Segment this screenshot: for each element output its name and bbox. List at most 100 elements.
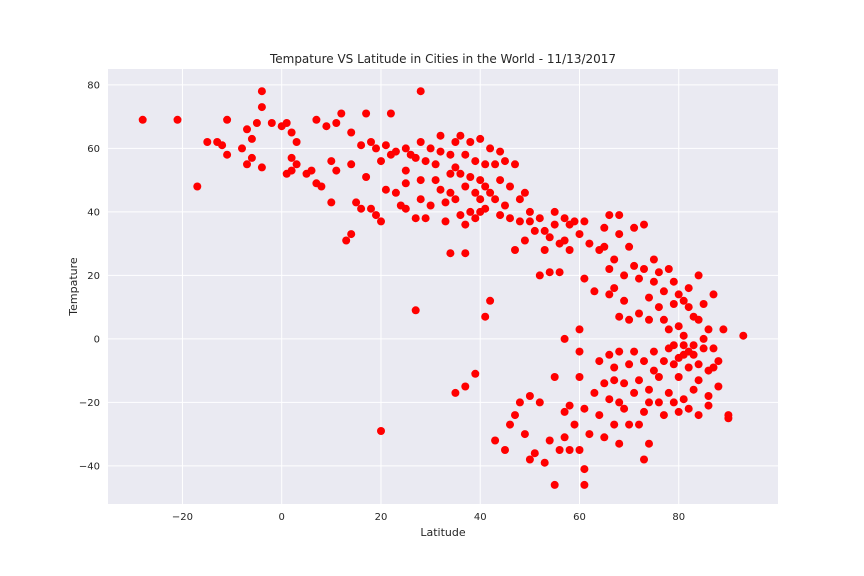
- data-point: [565, 446, 574, 454]
- data-point: [615, 439, 624, 448]
- data-point: [585, 430, 594, 439]
- data-point: [525, 392, 534, 400]
- data-point: [535, 214, 544, 223]
- data-point: [659, 315, 668, 324]
- data-point: [501, 446, 509, 454]
- data-point: [267, 119, 276, 127]
- data-point: [590, 287, 599, 296]
- data-point: [307, 166, 316, 175]
- y-tick-labels: −40 −20 0 20 40 60 80: [79, 80, 100, 472]
- data-points: [138, 87, 748, 489]
- data-point: [709, 290, 718, 299]
- data-point: [590, 388, 599, 397]
- data-point: [699, 300, 708, 308]
- data-point: [506, 420, 514, 429]
- data-point: [496, 176, 505, 185]
- data-point: [605, 350, 614, 359]
- data-point: [327, 157, 336, 166]
- data-point: [238, 144, 246, 153]
- y-axis-label: Tempature: [67, 257, 80, 317]
- data-point: [669, 300, 678, 308]
- data-point: [674, 373, 683, 381]
- data-point: [669, 398, 678, 407]
- data-point: [426, 201, 435, 210]
- data-point: [630, 261, 639, 270]
- data-point: [654, 303, 663, 312]
- data-point: [530, 226, 539, 235]
- data-point: [570, 217, 579, 226]
- data-point: [491, 436, 500, 445]
- data-point: [714, 382, 723, 391]
- data-point: [679, 331, 688, 340]
- data-point: [486, 144, 495, 153]
- data-point: [426, 144, 435, 153]
- data-point: [540, 226, 549, 235]
- data-point: [203, 138, 212, 146]
- data-point: [138, 115, 147, 124]
- data-point: [635, 376, 643, 385]
- data-point: [649, 277, 658, 286]
- data-point: [456, 211, 465, 220]
- x-tick-label: 0: [279, 512, 285, 523]
- data-point: [620, 271, 629, 280]
- data-point: [511, 411, 519, 420]
- data-point: [416, 138, 425, 146]
- data-point: [456, 169, 465, 178]
- data-point: [565, 246, 574, 254]
- data-point: [545, 436, 554, 445]
- data-point: [605, 211, 614, 220]
- data-point: [610, 363, 619, 372]
- data-point: [679, 296, 688, 305]
- data-point: [411, 306, 420, 315]
- data-point: [640, 220, 648, 229]
- data-point: [694, 315, 703, 324]
- data-point: [600, 223, 609, 232]
- data-point: [317, 182, 326, 191]
- data-point: [506, 182, 514, 191]
- data-point: [287, 128, 296, 137]
- data-point: [357, 141, 366, 150]
- data-point: [575, 347, 584, 356]
- data-point: [654, 373, 663, 381]
- data-point: [416, 176, 425, 185]
- data-point: [635, 274, 643, 283]
- data-point: [575, 446, 584, 454]
- data-point: [545, 268, 554, 277]
- data-point: [362, 173, 371, 181]
- data-point: [679, 341, 688, 350]
- data-point: [704, 392, 713, 400]
- x-axis-label: Latitude: [420, 526, 466, 539]
- data-point: [555, 268, 564, 277]
- data-point: [615, 211, 624, 220]
- data-point: [560, 334, 569, 343]
- data-point: [595, 357, 604, 366]
- data-point: [416, 87, 425, 96]
- data-point: [625, 242, 634, 251]
- data-point: [451, 163, 460, 172]
- y-tick-label: 0: [94, 334, 100, 345]
- data-point: [540, 246, 549, 254]
- data-point: [555, 446, 564, 454]
- data-point: [550, 220, 559, 229]
- data-point: [694, 360, 703, 369]
- data-point: [446, 188, 455, 197]
- data-point: [540, 458, 549, 467]
- data-point: [625, 315, 634, 324]
- data-point: [436, 185, 445, 194]
- data-point: [451, 388, 460, 397]
- data-point: [520, 236, 529, 245]
- data-point: [257, 163, 266, 172]
- data-point: [377, 427, 385, 435]
- data-point: [645, 385, 653, 394]
- data-point: [381, 185, 390, 194]
- data-point: [630, 223, 639, 232]
- data-point: [466, 173, 475, 181]
- data-point: [496, 147, 505, 156]
- data-point: [550, 207, 559, 216]
- data-point: [630, 388, 639, 397]
- data-point: [620, 296, 629, 305]
- data-point: [620, 404, 629, 413]
- data-point: [684, 303, 693, 312]
- data-point: [247, 153, 256, 162]
- data-point: [684, 404, 693, 413]
